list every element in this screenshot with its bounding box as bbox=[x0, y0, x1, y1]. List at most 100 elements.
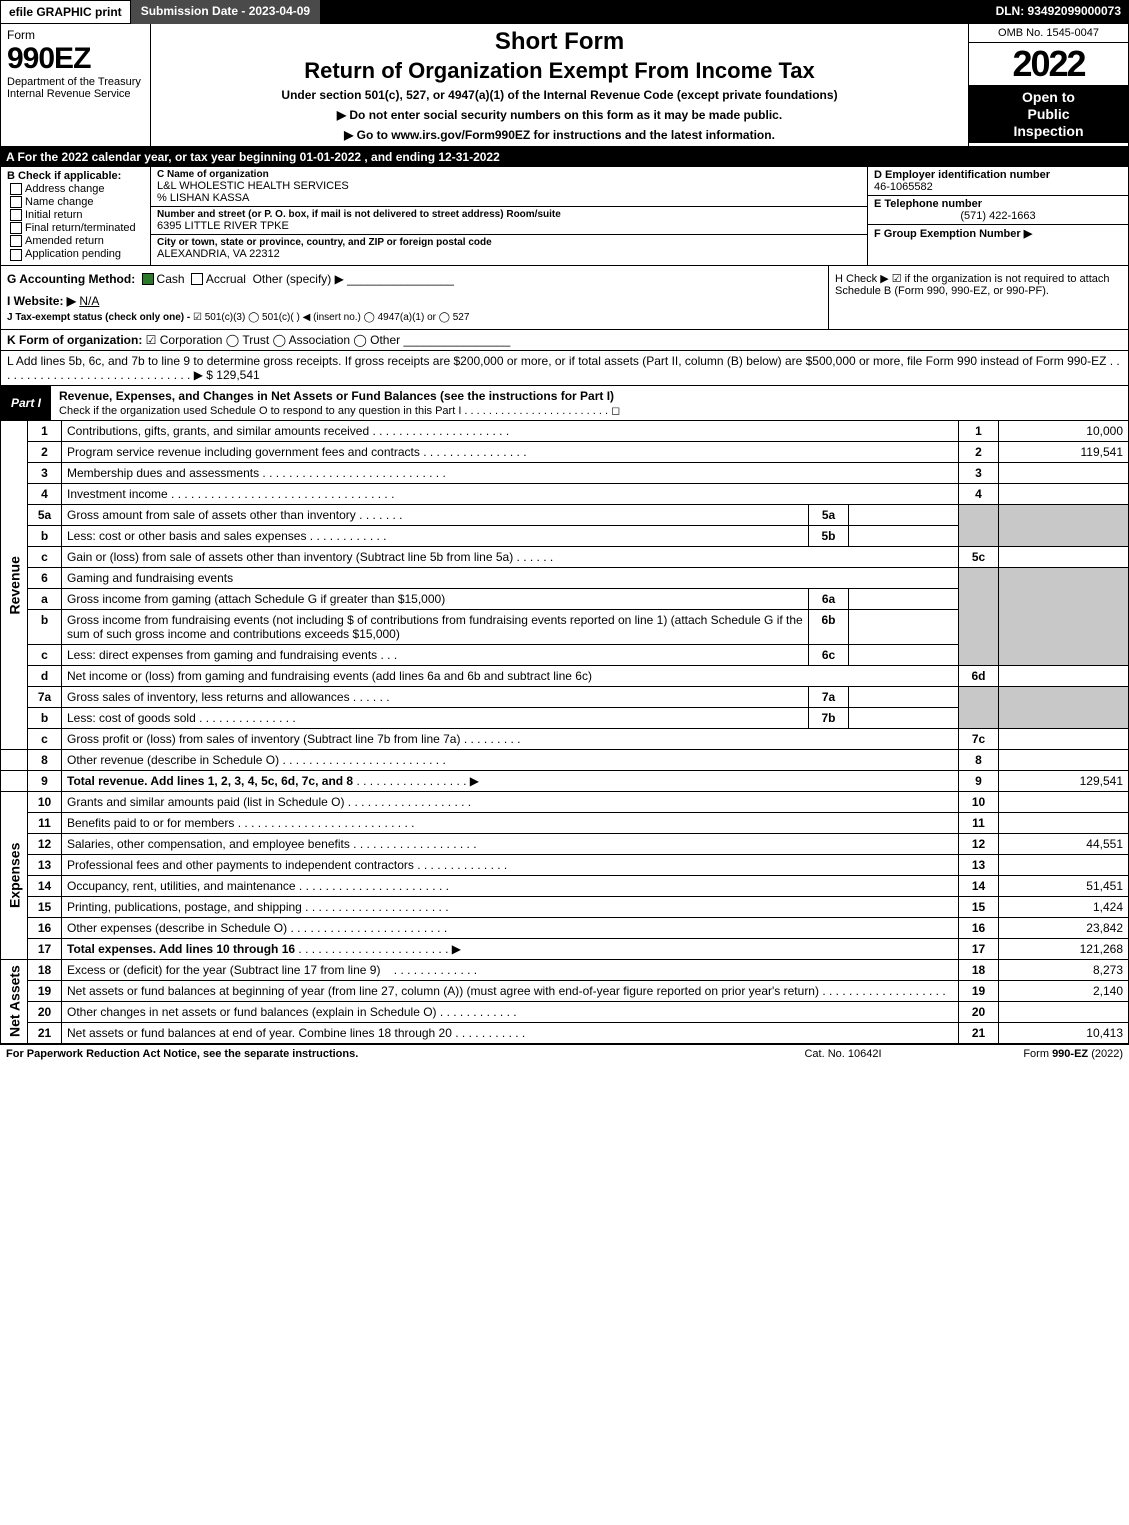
side-revenue: Revenue bbox=[1, 421, 28, 750]
website-value: N/A bbox=[79, 294, 99, 308]
line-desc: Gross sales of inventory, less returns a… bbox=[62, 686, 809, 707]
line-col: 3 bbox=[959, 462, 999, 483]
line-col: 19 bbox=[959, 980, 999, 1001]
subline-value bbox=[849, 504, 959, 525]
check-initial-return[interactable]: Initial return bbox=[7, 209, 144, 221]
h-schedule-b: H Check ▶ ☑ if the organization is not r… bbox=[835, 273, 1110, 297]
line-value bbox=[999, 1001, 1129, 1022]
subline-value bbox=[849, 525, 959, 546]
section-def: D Employer identification number 46-1065… bbox=[868, 167, 1128, 265]
street-address: 6395 LITTLE RIVER TPKE bbox=[157, 220, 861, 232]
line-num: 11 bbox=[28, 812, 62, 833]
check-name-change[interactable]: Name change bbox=[7, 196, 144, 208]
line-col: 14 bbox=[959, 875, 999, 896]
grey-cell bbox=[959, 504, 999, 546]
line-col: 11 bbox=[959, 812, 999, 833]
section-g: G Accounting Method: Cash Accrual Other … bbox=[1, 266, 828, 329]
check-final-return[interactable]: Final return/terminated bbox=[7, 222, 144, 234]
efile-label[interactable]: efile GRAPHIC print bbox=[0, 0, 131, 24]
line-value: 51,451 bbox=[999, 875, 1129, 896]
grey-cell bbox=[999, 567, 1129, 665]
k-label: K Form of organization: bbox=[7, 333, 142, 347]
part1-tab: Part I bbox=[1, 393, 51, 413]
line-num: 10 bbox=[28, 791, 62, 812]
line-value: 1,424 bbox=[999, 896, 1129, 917]
line-col: 16 bbox=[959, 917, 999, 938]
check-cash[interactable] bbox=[142, 273, 154, 285]
line-num: b bbox=[28, 707, 62, 728]
line-col: 10 bbox=[959, 791, 999, 812]
line-col: 1 bbox=[959, 421, 999, 442]
line-value: 44,551 bbox=[999, 833, 1129, 854]
f-group-exemption: F Group Exemption Number ▶ bbox=[874, 227, 1122, 240]
line-num: 7a bbox=[28, 686, 62, 707]
line-value bbox=[999, 854, 1129, 875]
line-desc: Membership dues and assessments . . . . … bbox=[62, 462, 959, 483]
line-value bbox=[999, 462, 1129, 483]
top-bar: efile GRAPHIC print Submission Date - 20… bbox=[0, 0, 1129, 24]
line-col: 20 bbox=[959, 1001, 999, 1022]
open-label: Open to bbox=[1022, 89, 1075, 105]
line-desc: Less: cost or other basis and sales expe… bbox=[62, 525, 809, 546]
header-right: OMB No. 1545-0047 2022 Open to Public In… bbox=[968, 24, 1128, 146]
g-label: G Accounting Method: bbox=[7, 272, 135, 286]
open-public-inspection: Open to Public Inspection bbox=[969, 85, 1128, 143]
city-label: City or town, state or province, country… bbox=[157, 237, 861, 248]
check-application-pending[interactable]: Application pending bbox=[7, 248, 144, 260]
line-value: 10,000 bbox=[999, 421, 1129, 442]
line-num: 4 bbox=[28, 483, 62, 504]
line-desc: Total expenses. Add lines 10 through 16 … bbox=[62, 938, 959, 959]
section-b: B Check if applicable: Address change Na… bbox=[1, 167, 151, 265]
inspection-label: Inspection bbox=[1013, 123, 1083, 139]
spacer bbox=[321, 0, 987, 24]
under-section: Under section 501(c), 527, or 4947(a)(1)… bbox=[159, 88, 960, 102]
line-num: c bbox=[28, 546, 62, 567]
subline-value bbox=[849, 609, 959, 644]
subline-num: 5b bbox=[809, 525, 849, 546]
c-name-label: C Name of organization bbox=[157, 169, 861, 180]
footer-catno: Cat. No. 10642I bbox=[743, 1048, 943, 1060]
line-col: 4 bbox=[959, 483, 999, 504]
line-desc: Occupancy, rent, utilities, and maintena… bbox=[62, 875, 959, 896]
ssn-warning: ▶ Do not enter social security numbers o… bbox=[159, 108, 960, 122]
line-desc: Net assets or fund balances at end of ye… bbox=[62, 1022, 959, 1043]
line-desc: Excess or (deficit) for the year (Subtra… bbox=[62, 959, 959, 980]
check-amended-return[interactable]: Amended return bbox=[7, 235, 144, 247]
street-label: Number and street (or P. O. box, if mail… bbox=[157, 209, 861, 220]
d-ein-label: D Employer identification number bbox=[874, 169, 1122, 181]
line-desc: Salaries, other compensation, and employ… bbox=[62, 833, 959, 854]
line-col: 5c bbox=[959, 546, 999, 567]
line-num: c bbox=[28, 728, 62, 749]
part1-title: Revenue, Expenses, and Changes in Net As… bbox=[51, 386, 1128, 420]
line-desc: Gross income from fundraising events (no… bbox=[62, 609, 809, 644]
goto-link[interactable]: ▶ Go to www.irs.gov/Form990EZ for instru… bbox=[159, 128, 960, 142]
dept-label: Department of the Treasury bbox=[7, 76, 144, 88]
line-value: 23,842 bbox=[999, 917, 1129, 938]
line-num: 17 bbox=[28, 938, 62, 959]
public-label: Public bbox=[1027, 106, 1069, 122]
line-num: a bbox=[28, 588, 62, 609]
line-num: 8 bbox=[28, 749, 62, 770]
line-desc: Gross profit or (loss) from sales of inv… bbox=[62, 728, 959, 749]
line-col: 7c bbox=[959, 728, 999, 749]
header-left: Form 990EZ Department of the Treasury In… bbox=[1, 24, 151, 146]
line-col: 2 bbox=[959, 441, 999, 462]
check-accrual[interactable] bbox=[191, 273, 203, 285]
line-value: 119,541 bbox=[999, 441, 1129, 462]
grey-cell bbox=[999, 686, 1129, 728]
side-blank bbox=[1, 770, 28, 791]
check-address-change[interactable]: Address change bbox=[7, 183, 144, 195]
line-col: 12 bbox=[959, 833, 999, 854]
ein-value: 46-1065582 bbox=[874, 181, 1122, 193]
line-num: 2 bbox=[28, 441, 62, 462]
accrual-label: Accrual bbox=[206, 272, 246, 286]
subline-num: 6a bbox=[809, 588, 849, 609]
line-value bbox=[999, 546, 1129, 567]
return-title: Return of Organization Exempt From Incom… bbox=[159, 58, 960, 84]
line-desc: Net assets or fund balances at beginning… bbox=[62, 980, 959, 1001]
line-desc: Total revenue. Add lines 1, 2, 3, 4, 5c,… bbox=[62, 770, 959, 791]
line-desc: Other revenue (describe in Schedule O) .… bbox=[62, 749, 959, 770]
financial-table: Revenue 1 Contributions, gifts, grants, … bbox=[0, 421, 1129, 1044]
line-desc: Less: cost of goods sold . . . . . . . .… bbox=[62, 707, 809, 728]
page-footer: For Paperwork Reduction Act Notice, see … bbox=[0, 1044, 1129, 1063]
